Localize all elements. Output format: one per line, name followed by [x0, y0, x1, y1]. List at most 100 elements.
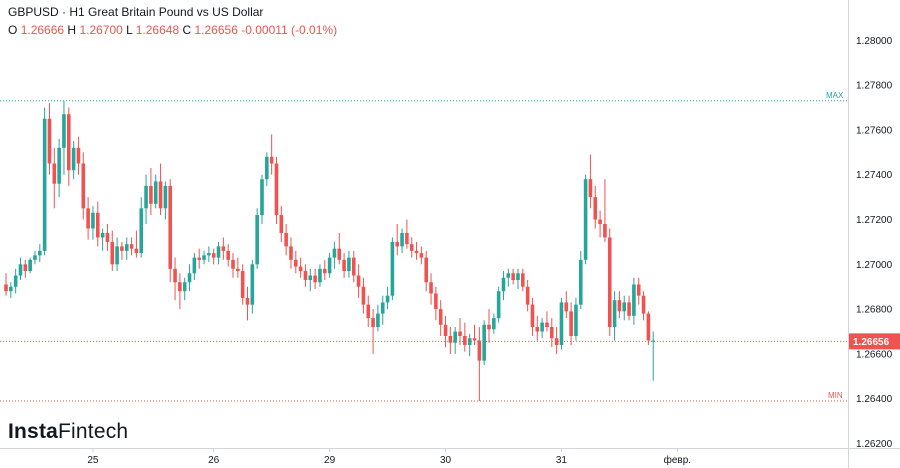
- candle-body: [265, 156, 269, 180]
- candle-body: [511, 273, 515, 280]
- candle-body: [38, 250, 42, 256]
- candle-body: [4, 284, 8, 292]
- candle-body: [482, 324, 486, 361]
- time-tick-label: 29: [324, 455, 336, 466]
- min-label: MIN: [828, 391, 843, 400]
- last-price-tag: [849, 333, 900, 350]
- logo-brand-rest: Fintech: [58, 420, 129, 443]
- change-value: -0.00011 (-0.01%): [241, 23, 338, 37]
- candle-body: [434, 293, 438, 310]
- candle-body: [361, 286, 366, 305]
- candle-body: [443, 324, 448, 336]
- candle-body: [71, 147, 76, 171]
- candle-body: [332, 248, 337, 258]
- candle-body: [554, 338, 559, 345]
- candle-body: [322, 268, 327, 274]
- candle-body: [129, 244, 134, 249]
- candle-body: [100, 232, 105, 238]
- candle-body: [66, 114, 71, 171]
- candle-body: [651, 340, 656, 342]
- candle-body: [313, 275, 317, 283]
- candle-body: [269, 156, 274, 164]
- candle-body: [298, 266, 303, 272]
- candle-body: [424, 257, 429, 283]
- candle-body: [627, 302, 631, 316]
- candle-body: [33, 255, 37, 260]
- candle-body: [617, 300, 622, 312]
- candle-body: [47, 118, 52, 164]
- time-tick-label: февр.: [664, 454, 691, 466]
- time-tick-label: 25: [87, 455, 99, 466]
- time-tick-label: 26: [208, 455, 220, 466]
- high-label: H: [67, 23, 77, 37]
- candle-body: [9, 286, 13, 292]
- close-label: C: [182, 23, 192, 37]
- candle-body: [294, 259, 298, 267]
- ohlc-readout: O 1.26666 H 1.26700 L 1.26648 C 1.26656 …: [8, 23, 337, 37]
- candle-body: [516, 273, 520, 280]
- candle-body: [390, 241, 395, 296]
- time-tick-label: 30: [440, 455, 452, 466]
- open-label: O: [8, 23, 18, 37]
- candle-body: [598, 219, 602, 224]
- candle-body: [578, 259, 583, 305]
- candle-body: [57, 147, 61, 184]
- candle-body: [182, 282, 187, 292]
- last-price-label: 1.26656: [853, 337, 890, 348]
- candle-body: [327, 257, 332, 274]
- candle-body: [525, 286, 530, 305]
- candle-body: [395, 241, 400, 247]
- candle-body: [448, 336, 453, 343]
- candle-body: [506, 273, 511, 278]
- candle-body: [612, 300, 617, 328]
- candle-body: [274, 163, 279, 216]
- price-tick-label: 1.27200: [856, 215, 893, 226]
- candle-body: [144, 185, 148, 209]
- candle-body: [76, 147, 81, 164]
- candle-body: [487, 324, 491, 330]
- price-tick-label: 1.27000: [856, 260, 893, 271]
- price-tick-label: 1.26600: [856, 349, 893, 360]
- candle-body: [23, 264, 28, 272]
- candle-body: [549, 327, 554, 339]
- candle-body: [192, 257, 197, 274]
- candle-body: [134, 248, 139, 254]
- candle-body: [501, 277, 506, 292]
- candle-body: [52, 163, 57, 184]
- price-tick-label: 1.27400: [856, 170, 893, 181]
- candle-body: [472, 338, 477, 341]
- candle-body: [467, 338, 472, 345]
- candle-body: [569, 311, 573, 336]
- candle-body: [342, 259, 346, 272]
- candle-body: [168, 185, 173, 269]
- candle-body: [400, 232, 404, 247]
- candle-body: [535, 327, 540, 332]
- candle-body: [250, 264, 255, 305]
- candle-body: [62, 114, 66, 148]
- candle-body: [583, 179, 588, 260]
- price-tick-label: 1.26400: [856, 394, 893, 405]
- candle-body: [351, 257, 356, 276]
- candle-body: [409, 244, 414, 251]
- candle-body: [115, 246, 119, 265]
- candle-body: [231, 259, 235, 269]
- candle-body: [28, 259, 32, 272]
- candle-body: [173, 268, 177, 283]
- candle-body: [458, 331, 462, 336]
- close-value: 1.26656: [194, 23, 238, 37]
- candle-body: [284, 232, 288, 247]
- price-tick-label: 1.27800: [856, 81, 893, 92]
- candle-body: [622, 302, 627, 312]
- candle-body: [95, 212, 100, 238]
- candle-body: [492, 318, 496, 330]
- candle-body: [13, 275, 18, 287]
- candle-body: [211, 253, 216, 258]
- candle-body: [81, 163, 86, 209]
- candle-body: [260, 179, 264, 216]
- time-tick-label: 31: [556, 455, 568, 466]
- candle-body: [236, 268, 240, 272]
- candle-body: [477, 340, 482, 361]
- candle-body: [197, 257, 201, 260]
- candle-body: [574, 304, 578, 336]
